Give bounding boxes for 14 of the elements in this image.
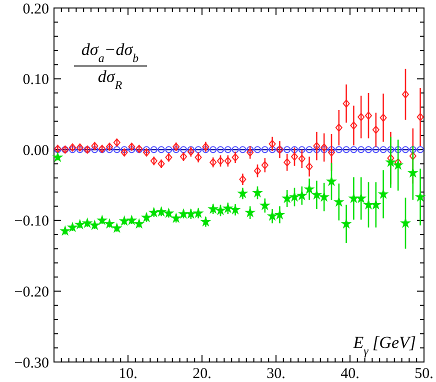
x-axis-title: E$_{γ}$ [GeV] xyxy=(352,333,416,358)
y-tick-label: −0.30 xyxy=(14,355,49,372)
y-tick-label: −0.10 xyxy=(14,214,49,230)
y-tick-label: 0.10 xyxy=(22,72,49,88)
x-tick-label: 30. xyxy=(266,366,286,382)
x-tick-label: 20. xyxy=(192,366,212,382)
x-tick-label: 10. xyxy=(118,366,138,382)
y-tick-label: 0.20 xyxy=(22,1,49,18)
x-tick-label: 50. xyxy=(414,366,434,382)
y-tick-label: 0.00 xyxy=(22,142,49,159)
annotation: dσ$_{a}$−dσ$_{b}$ xyxy=(81,40,139,65)
annotation: dσ$_{R}$ xyxy=(98,67,123,92)
x-tick-label: 40. xyxy=(340,366,360,382)
y-tick-label: −0.20 xyxy=(14,284,49,300)
